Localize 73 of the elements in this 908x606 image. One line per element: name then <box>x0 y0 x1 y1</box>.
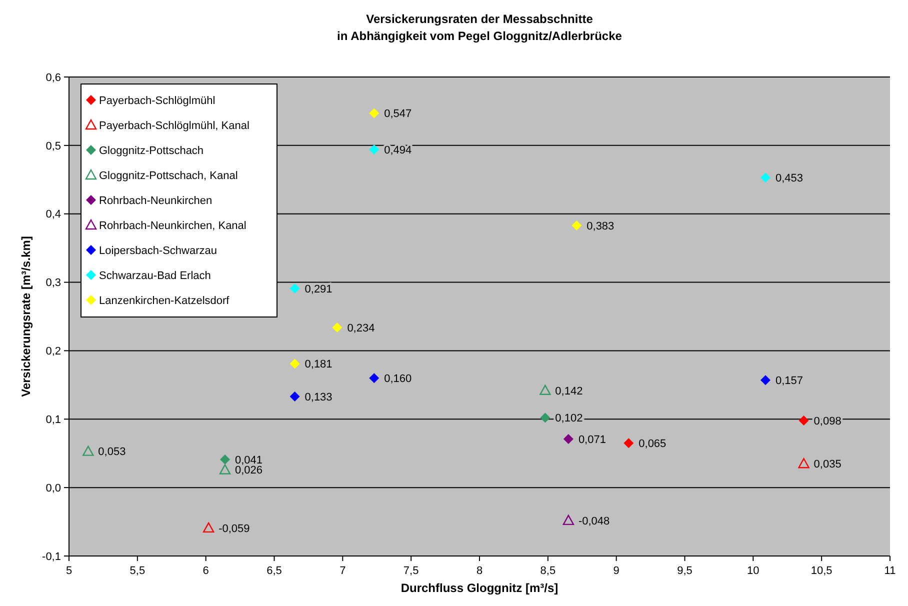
x-tick-label: 5 <box>66 565 72 577</box>
x-tick-label: 6,5 <box>266 565 282 577</box>
point <box>220 454 230 465</box>
point <box>82 446 94 456</box>
point <box>563 434 574 444</box>
point <box>290 283 300 294</box>
y-tick-label: 0,3 <box>46 277 61 290</box>
y-tick-label: 0,6 <box>46 72 61 84</box>
data-label: -0,048 <box>578 515 610 528</box>
y-tick-label: 0,4 <box>46 208 61 221</box>
point <box>290 358 300 369</box>
x-tick-label: 8 <box>476 565 483 577</box>
x-tick-label: 7 <box>340 565 346 577</box>
y-axis-title: Versickerungsrate [m³/s.km] <box>19 236 33 397</box>
data-label: 0,494 <box>384 144 412 156</box>
data-label: 0,157 <box>775 374 804 387</box>
data-label: 0,181 <box>304 358 332 371</box>
x-tick-label: 8,5 <box>540 565 556 577</box>
data-label: 0,035 <box>814 458 842 470</box>
point <box>562 514 574 526</box>
data-label: 0,053 <box>98 446 126 458</box>
x-tick-label: 10 <box>747 565 760 577</box>
y-tick-label: 0,2 <box>46 346 61 358</box>
legend-label: Rohrbach-Neunkirchen, Kanal <box>99 220 246 232</box>
point <box>798 416 809 426</box>
point <box>760 375 770 386</box>
data-label: 0,026 <box>234 464 263 477</box>
point <box>219 464 231 474</box>
data-label: 0,547 <box>384 108 412 120</box>
point <box>798 458 810 468</box>
x-tick-label: 10,5 <box>810 565 832 577</box>
data-label: 0,160 <box>384 372 412 385</box>
legend-label: Schwarzau-Bad Erlach <box>99 270 211 282</box>
data-label: 0,453 <box>775 172 804 184</box>
legend-label: Payerbach-Schlöglmühl, Kanal <box>99 120 250 132</box>
point <box>369 373 380 384</box>
legend-label: Lanzenkirchen-Katzelsdorf <box>99 294 230 307</box>
point <box>290 392 300 402</box>
y-tick-label: 0,1 <box>46 414 61 426</box>
data-label: 0,142 <box>555 385 583 398</box>
legend-label: Gloggnitz-Pottschach, Kanal <box>99 170 238 182</box>
y-tick-label: 0,5 <box>46 140 61 152</box>
data-label: 0,383 <box>586 220 614 232</box>
legend-label: Loipersbach-Schwarzau <box>99 244 218 257</box>
point <box>540 412 550 423</box>
data-label: 0,291 <box>304 283 332 296</box>
chart-title: Versickerungsraten der Messabschnitte in Abhängigkeit vom Pegel Gloggnitz/Adlerbrücke <box>337 12 622 43</box>
point <box>369 108 380 118</box>
x-tick-label: 6 <box>202 565 209 577</box>
data-label: -0,059 <box>218 522 250 535</box>
x-tick-label: 7,5 <box>403 565 419 577</box>
point <box>540 384 551 396</box>
x-tick-label: 9,5 <box>677 565 692 577</box>
x-tick-label: 9 <box>613 565 620 577</box>
point <box>624 438 634 448</box>
data-label: 0,234 <box>347 322 375 334</box>
point <box>202 522 214 533</box>
x-tick-label: 5,5 <box>130 565 146 577</box>
point <box>369 144 380 155</box>
legend-label: Gloggnitz-Pottschach <box>99 144 204 157</box>
legend-label: Rohrbach-Neunkirchen <box>99 194 212 207</box>
y-tick-label: 0,0 <box>46 482 61 494</box>
point <box>572 220 582 230</box>
data-label: 0,041 <box>234 454 263 466</box>
data-label: 0,065 <box>638 438 666 450</box>
point <box>760 172 770 183</box>
point <box>332 322 342 332</box>
data-label: 0,133 <box>304 391 332 404</box>
y-tick-label: -0,1 <box>42 550 61 563</box>
x-tick-label: 11 <box>884 565 896 577</box>
legend-label: Payerbach-Schlöglmühl <box>99 94 216 107</box>
data-label: 0,071 <box>578 434 606 446</box>
x-axis-title: Durchfluss Gloggnitz [m³/s] <box>400 581 558 595</box>
